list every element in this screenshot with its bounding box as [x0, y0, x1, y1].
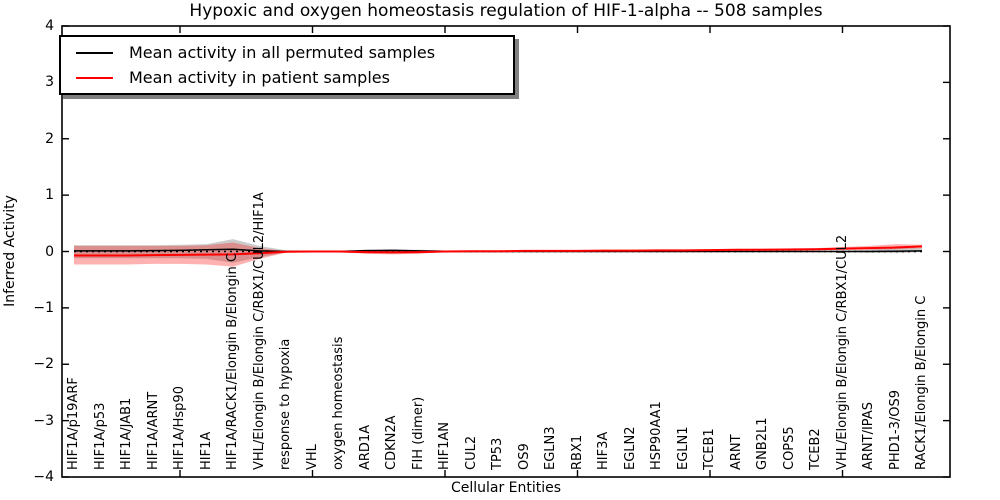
x-tick-label: response to hypoxia: [278, 338, 293, 470]
x-tick-label: VHL/Elongin B/Elongin C/RBX1/CUL2/HIF1A: [251, 192, 267, 470]
x-tick-label: GNB2L1: [755, 417, 770, 470]
x-tick-label: OS9: [516, 443, 532, 470]
x-tick-label: VHL: [304, 444, 320, 470]
x-tick-label: HIF1A/p53: [92, 402, 108, 470]
legend: Mean activity in all permuted samples Me…: [59, 35, 515, 95]
x-tick-label: CUL2: [463, 435, 479, 470]
legend-label-permuted: Mean activity in all permuted samples: [129, 43, 436, 62]
x-tick-label: HSP90AA1: [649, 401, 664, 470]
y-tick-label: 0: [45, 243, 54, 260]
x-tick-label: ARD1A: [357, 424, 373, 470]
x-tick-label: HIF1A: [198, 431, 214, 470]
legend-label-patient: Mean activity in patient samples: [129, 68, 390, 87]
legend-line-sample-black: [76, 51, 113, 54]
y-tick-label: −3: [33, 412, 54, 429]
y-tick-label: 1: [45, 187, 54, 204]
chart-title: Hypoxic and oxygen homeostasis regulatio…: [189, 1, 823, 21]
x-tick-label: HIF1A/JAB1: [119, 397, 134, 470]
legend-item-permuted: Mean activity in all permuted samples: [61, 43, 513, 62]
patient-mean-line: [74, 245, 923, 257]
legend-item-patient: Mean activity in patient samples: [61, 68, 513, 87]
x-tick-label: HIF1A/p19ARF: [66, 377, 81, 470]
x-tick-label: VHL/Elongin B/Elongin C/RBX1/CUL2: [834, 234, 850, 470]
x-tick-label: ARNT: [728, 434, 744, 470]
x-tick-label: COPS5: [781, 426, 797, 470]
x-tick-label: HIF1A/Hsp90: [172, 386, 187, 470]
x-tick-label: PHD1-3/OS9: [887, 390, 903, 470]
x-tick-label: HIF1A/RACK1/Elongin B/Elongin C: [225, 253, 240, 470]
y-tick-label: −4: [33, 469, 54, 485]
x-tick-label: ARNT/IPAS: [861, 402, 876, 470]
x-tick-label: FIH (dimer): [410, 396, 426, 470]
x-tick-label: CDKN2A: [384, 415, 399, 470]
y-tick-label: 3: [45, 74, 54, 91]
x-axis-label: Cellular Entities: [450, 480, 562, 496]
x-tick-label: HIF3A: [596, 431, 611, 470]
x-tick-label: TCEB1: [702, 428, 717, 470]
y-tick-label: −2: [33, 356, 54, 373]
x-tick-label: EGLN1: [675, 426, 691, 470]
y-tick-label: 4: [45, 18, 54, 34]
x-tick-label: HIF1A/ARNT: [145, 391, 161, 470]
legend-line-sample-red: [76, 76, 113, 79]
x-tick-label: HIF1AN: [437, 422, 452, 470]
x-tick-label: EGLN3: [543, 426, 558, 470]
x-tick-label: RBX1: [569, 434, 585, 470]
x-tick-label: TCEB2: [808, 428, 823, 470]
y-tick-label: −1: [33, 299, 54, 316]
x-tick-label: EGLN2: [622, 426, 638, 470]
y-tick-label: 2: [45, 130, 54, 147]
x-tick-label: TP53: [490, 437, 505, 470]
x-tick-label: RACK1/Elongin B/Elongin C: [914, 295, 929, 470]
x-tick-label: oxygen homeostasis: [331, 336, 346, 470]
